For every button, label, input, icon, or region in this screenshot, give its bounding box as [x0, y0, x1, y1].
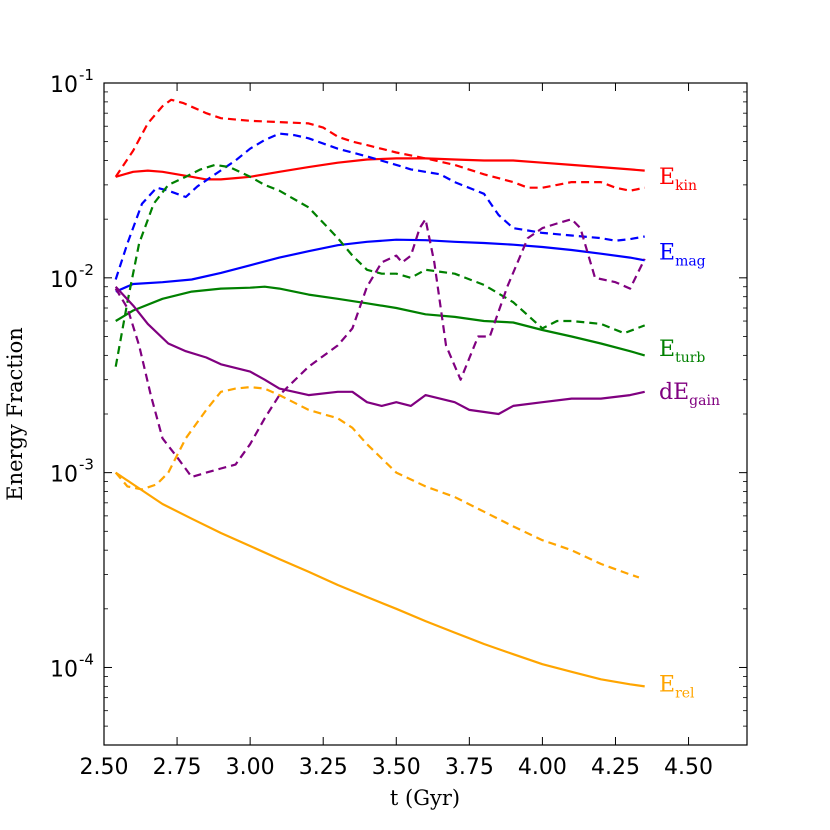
y-axis-label: Energy Fraction: [3, 327, 27, 501]
e-turb-label: Eturb: [659, 337, 705, 366]
x-tick-label: 4.25: [591, 755, 640, 780]
y-tick-label: 10: [50, 657, 78, 682]
de-gain-dashed-line: [114, 218, 646, 479]
e-rel-solid-line: [115, 471, 645, 688]
e-kin-dashed-line: [114, 98, 645, 192]
y-tick-label: 10: [50, 463, 78, 488]
e-mag-dashed-line: [114, 132, 645, 280]
x-tick-label: 3.25: [299, 755, 348, 780]
plot-area: [104, 83, 747, 745]
e-mag-label: Emag: [659, 240, 706, 269]
e-kin-label: Ekin: [659, 165, 697, 194]
series-labels: Ekin Emag Eturb dEgain Erel: [659, 165, 720, 701]
x-tick-label: 2.75: [153, 755, 202, 780]
y-tick-exponent: -3: [79, 456, 94, 474]
x-axis-label: t (Gyr): [390, 786, 460, 810]
y-tick-exponent: -4: [79, 650, 94, 668]
x-tick-label: 3.00: [226, 755, 275, 780]
de-gain-label: dEgain: [659, 380, 720, 409]
de-gain-solid-line: [114, 285, 645, 416]
x-tick-label: 3.50: [372, 755, 421, 780]
x-tick-label: 4.50: [664, 755, 713, 780]
x-tick-label: 2.50: [80, 755, 129, 780]
y-tick-exponent: -1: [79, 66, 94, 84]
e-turb-solid-line: [115, 285, 646, 357]
e-mag-solid-line: [115, 238, 645, 293]
y-tick-label: 10: [50, 268, 78, 293]
x-tick-label: 4.00: [518, 755, 567, 780]
e-kin-solid-line: [115, 157, 645, 181]
series-layer: [114, 98, 646, 688]
y-tick-label: 10: [50, 73, 78, 98]
x-tick-label: 3.75: [445, 755, 494, 780]
e-rel-dashed-line: [114, 386, 640, 579]
y-tick-exponent: -2: [79, 261, 94, 279]
e-rel-label: Erel: [659, 672, 695, 701]
